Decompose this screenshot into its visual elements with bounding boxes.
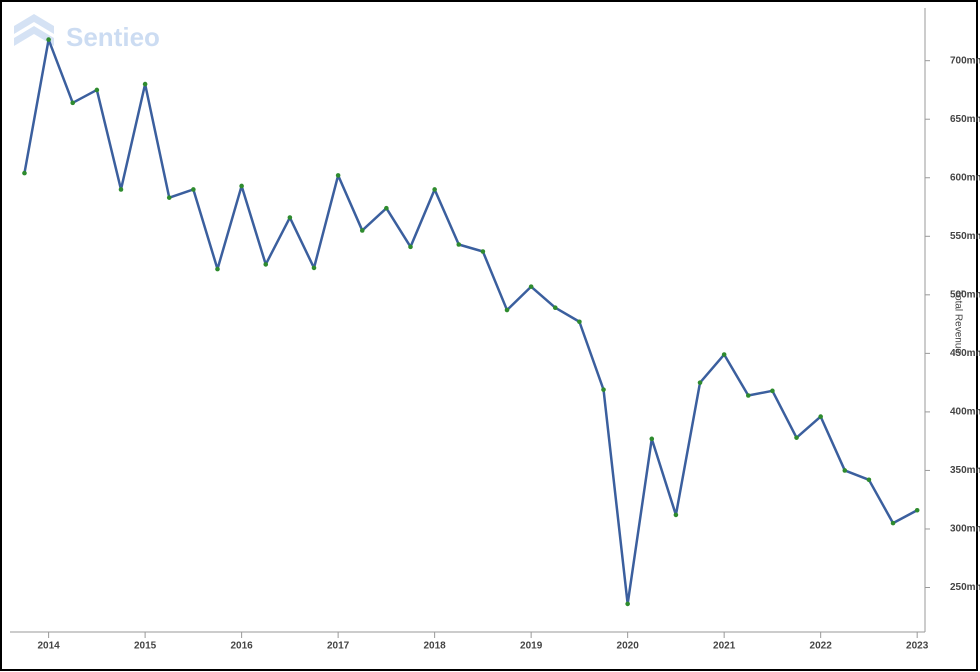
x-tick-label: 2018 <box>424 641 447 652</box>
point <box>215 266 220 272</box>
point <box>480 249 486 254</box>
point <box>408 244 413 250</box>
point <box>673 512 679 518</box>
point <box>22 170 27 176</box>
point <box>46 37 51 42</box>
point <box>745 393 751 398</box>
point <box>721 352 727 357</box>
point <box>890 520 896 526</box>
point <box>770 388 775 394</box>
y-tick-label: 550mm <box>950 231 980 242</box>
x-tick-label: 2020 <box>617 641 640 652</box>
y-tick-label: 600mm <box>950 172 980 183</box>
x-tick-label: 2015 <box>134 641 157 652</box>
y-tick-label: 700mm <box>950 55 980 66</box>
y-tick-label: 300mm <box>950 524 980 535</box>
point <box>577 319 582 325</box>
y-tick-label: 500mm <box>950 289 980 300</box>
point <box>866 477 872 483</box>
point <box>794 435 799 440</box>
x-tick-label: 2016 <box>230 641 253 652</box>
y-tick-label: 650mm <box>950 114 980 125</box>
point <box>263 262 269 267</box>
point <box>94 87 100 93</box>
point <box>842 468 848 473</box>
point <box>359 228 365 233</box>
y-tick-label: 450mm <box>950 348 980 359</box>
point <box>118 187 124 192</box>
point <box>239 183 244 189</box>
point <box>625 601 630 607</box>
point <box>287 215 293 220</box>
point <box>70 100 76 106</box>
x-tick-label: 2022 <box>810 641 833 652</box>
y-tick-label: 350mm <box>950 465 980 476</box>
x-tick-label: 2014 <box>37 641 60 652</box>
point <box>818 414 823 419</box>
point <box>914 507 920 513</box>
point <box>649 436 655 442</box>
point <box>335 173 341 178</box>
point <box>432 187 437 192</box>
x-tick-label: 2021 <box>713 641 736 652</box>
line <box>23 38 918 606</box>
point <box>528 284 534 289</box>
point <box>311 265 317 271</box>
point <box>384 205 389 211</box>
watermark: Sentieo <box>66 22 160 52</box>
x-tick-label: 2017 <box>327 641 350 652</box>
point <box>142 81 148 87</box>
point <box>191 187 196 192</box>
y-axis-label: Total Revenue <box>952 290 963 354</box>
point <box>504 307 510 313</box>
point <box>456 242 462 247</box>
point <box>166 195 172 200</box>
x-tick-label: 2023 <box>906 641 929 652</box>
y-tick-label: 250mm <box>950 582 980 593</box>
logo <box>14 14 54 46</box>
point <box>697 380 703 385</box>
point <box>552 305 558 311</box>
y-tick-label: 400mm <box>950 407 980 418</box>
x-tick-label: 2019 <box>520 641 543 652</box>
point <box>601 387 606 392</box>
